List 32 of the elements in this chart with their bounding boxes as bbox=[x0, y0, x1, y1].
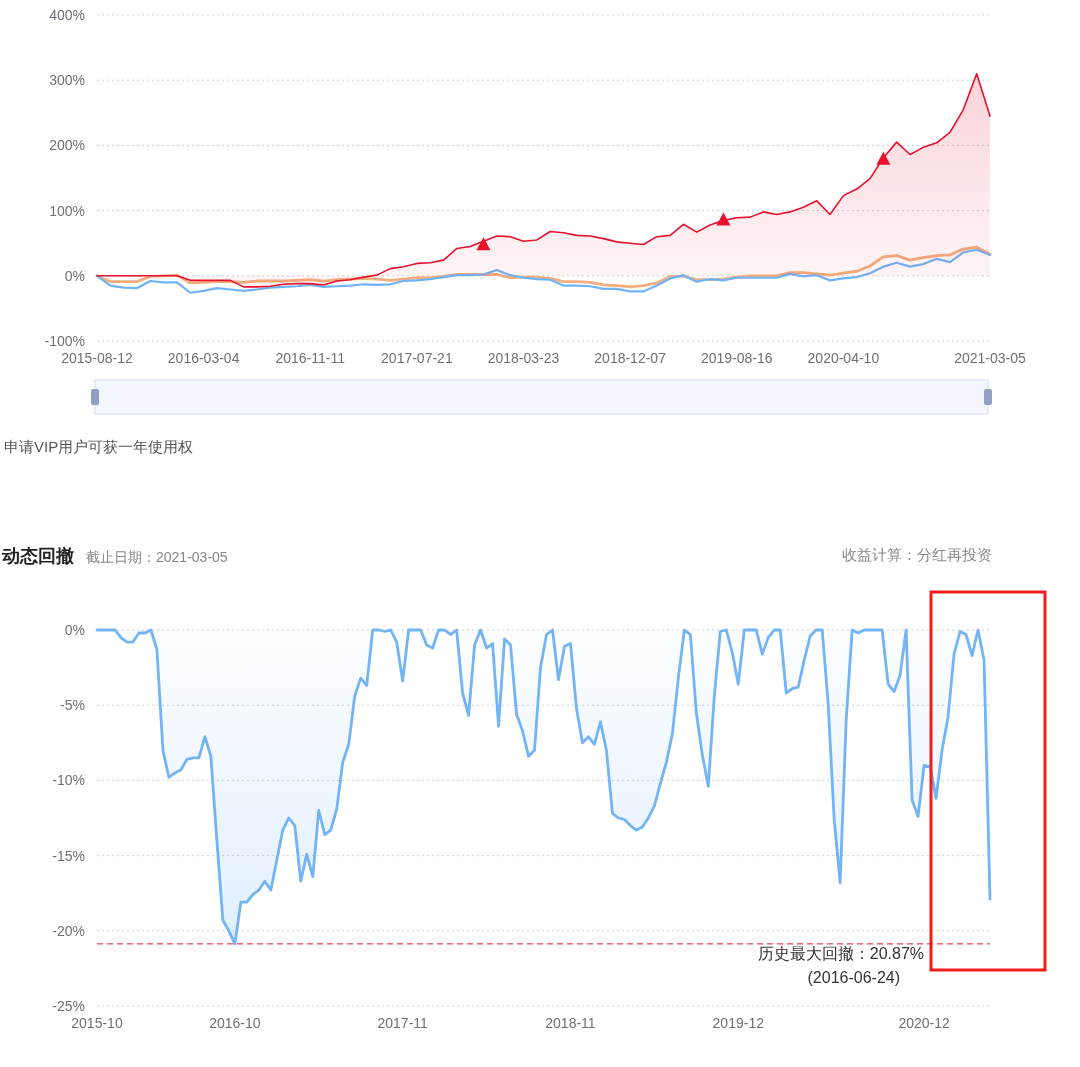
x-tick-label: 2021-03-05 bbox=[954, 350, 1027, 366]
y-tick-label: 0% bbox=[64, 267, 85, 284]
y-tick-label: 400% bbox=[49, 7, 85, 23]
x-tick-label: 2017-11 bbox=[377, 1015, 429, 1031]
chart-title: 动态回撤 bbox=[1, 546, 74, 566]
x-tick-label: 2019-12 bbox=[712, 1015, 765, 1031]
y-tick-label: 300% bbox=[49, 72, 85, 89]
x-tick-label: 2016-10 bbox=[209, 1015, 261, 1031]
y-tick-label: -5% bbox=[60, 697, 85, 714]
x-tick-label: 2018-12-07 bbox=[594, 350, 667, 366]
text: 申请VIP用户可获一年使用权 bbox=[4, 438, 194, 455]
y-tick-label: -100% bbox=[44, 333, 85, 349]
x-tick-label: 2016-11-11 bbox=[275, 350, 346, 366]
y-tick-label: 0% bbox=[64, 622, 85, 638]
text: 收益计算：分红再投资 bbox=[842, 546, 992, 563]
x-tick-label: 2015-08-12 bbox=[61, 350, 134, 366]
x-tick-label: 2018-11 bbox=[545, 1015, 596, 1031]
y-tick-label: -20% bbox=[52, 922, 85, 939]
y-tick-label: 100% bbox=[49, 202, 85, 219]
ref-line-label: 历史最大回撤：20.87% (2016-06-24) bbox=[757, 944, 924, 986]
y-tick-label: 200% bbox=[49, 137, 85, 154]
x-tick-label: 2016-03-04 bbox=[167, 350, 240, 366]
x-tick-label: 2015-10 bbox=[71, 1015, 123, 1031]
chart-subtitle: 截止日期：2021-03-05 bbox=[86, 549, 228, 565]
y-tick-label: -15% bbox=[52, 847, 85, 864]
x-tick-label: 2017-07-21 bbox=[381, 350, 453, 366]
y-tick-label: -10% bbox=[52, 772, 85, 789]
x-tick-label: 2018-03-23 bbox=[487, 350, 560, 366]
y-tick-label: -25% bbox=[52, 998, 85, 1014]
x-tick-label: 2020-12 bbox=[898, 1015, 950, 1031]
x-tick-label: 2020-04-10 bbox=[807, 350, 880, 366]
x-tick-label: 2019-08-16 bbox=[700, 350, 773, 366]
